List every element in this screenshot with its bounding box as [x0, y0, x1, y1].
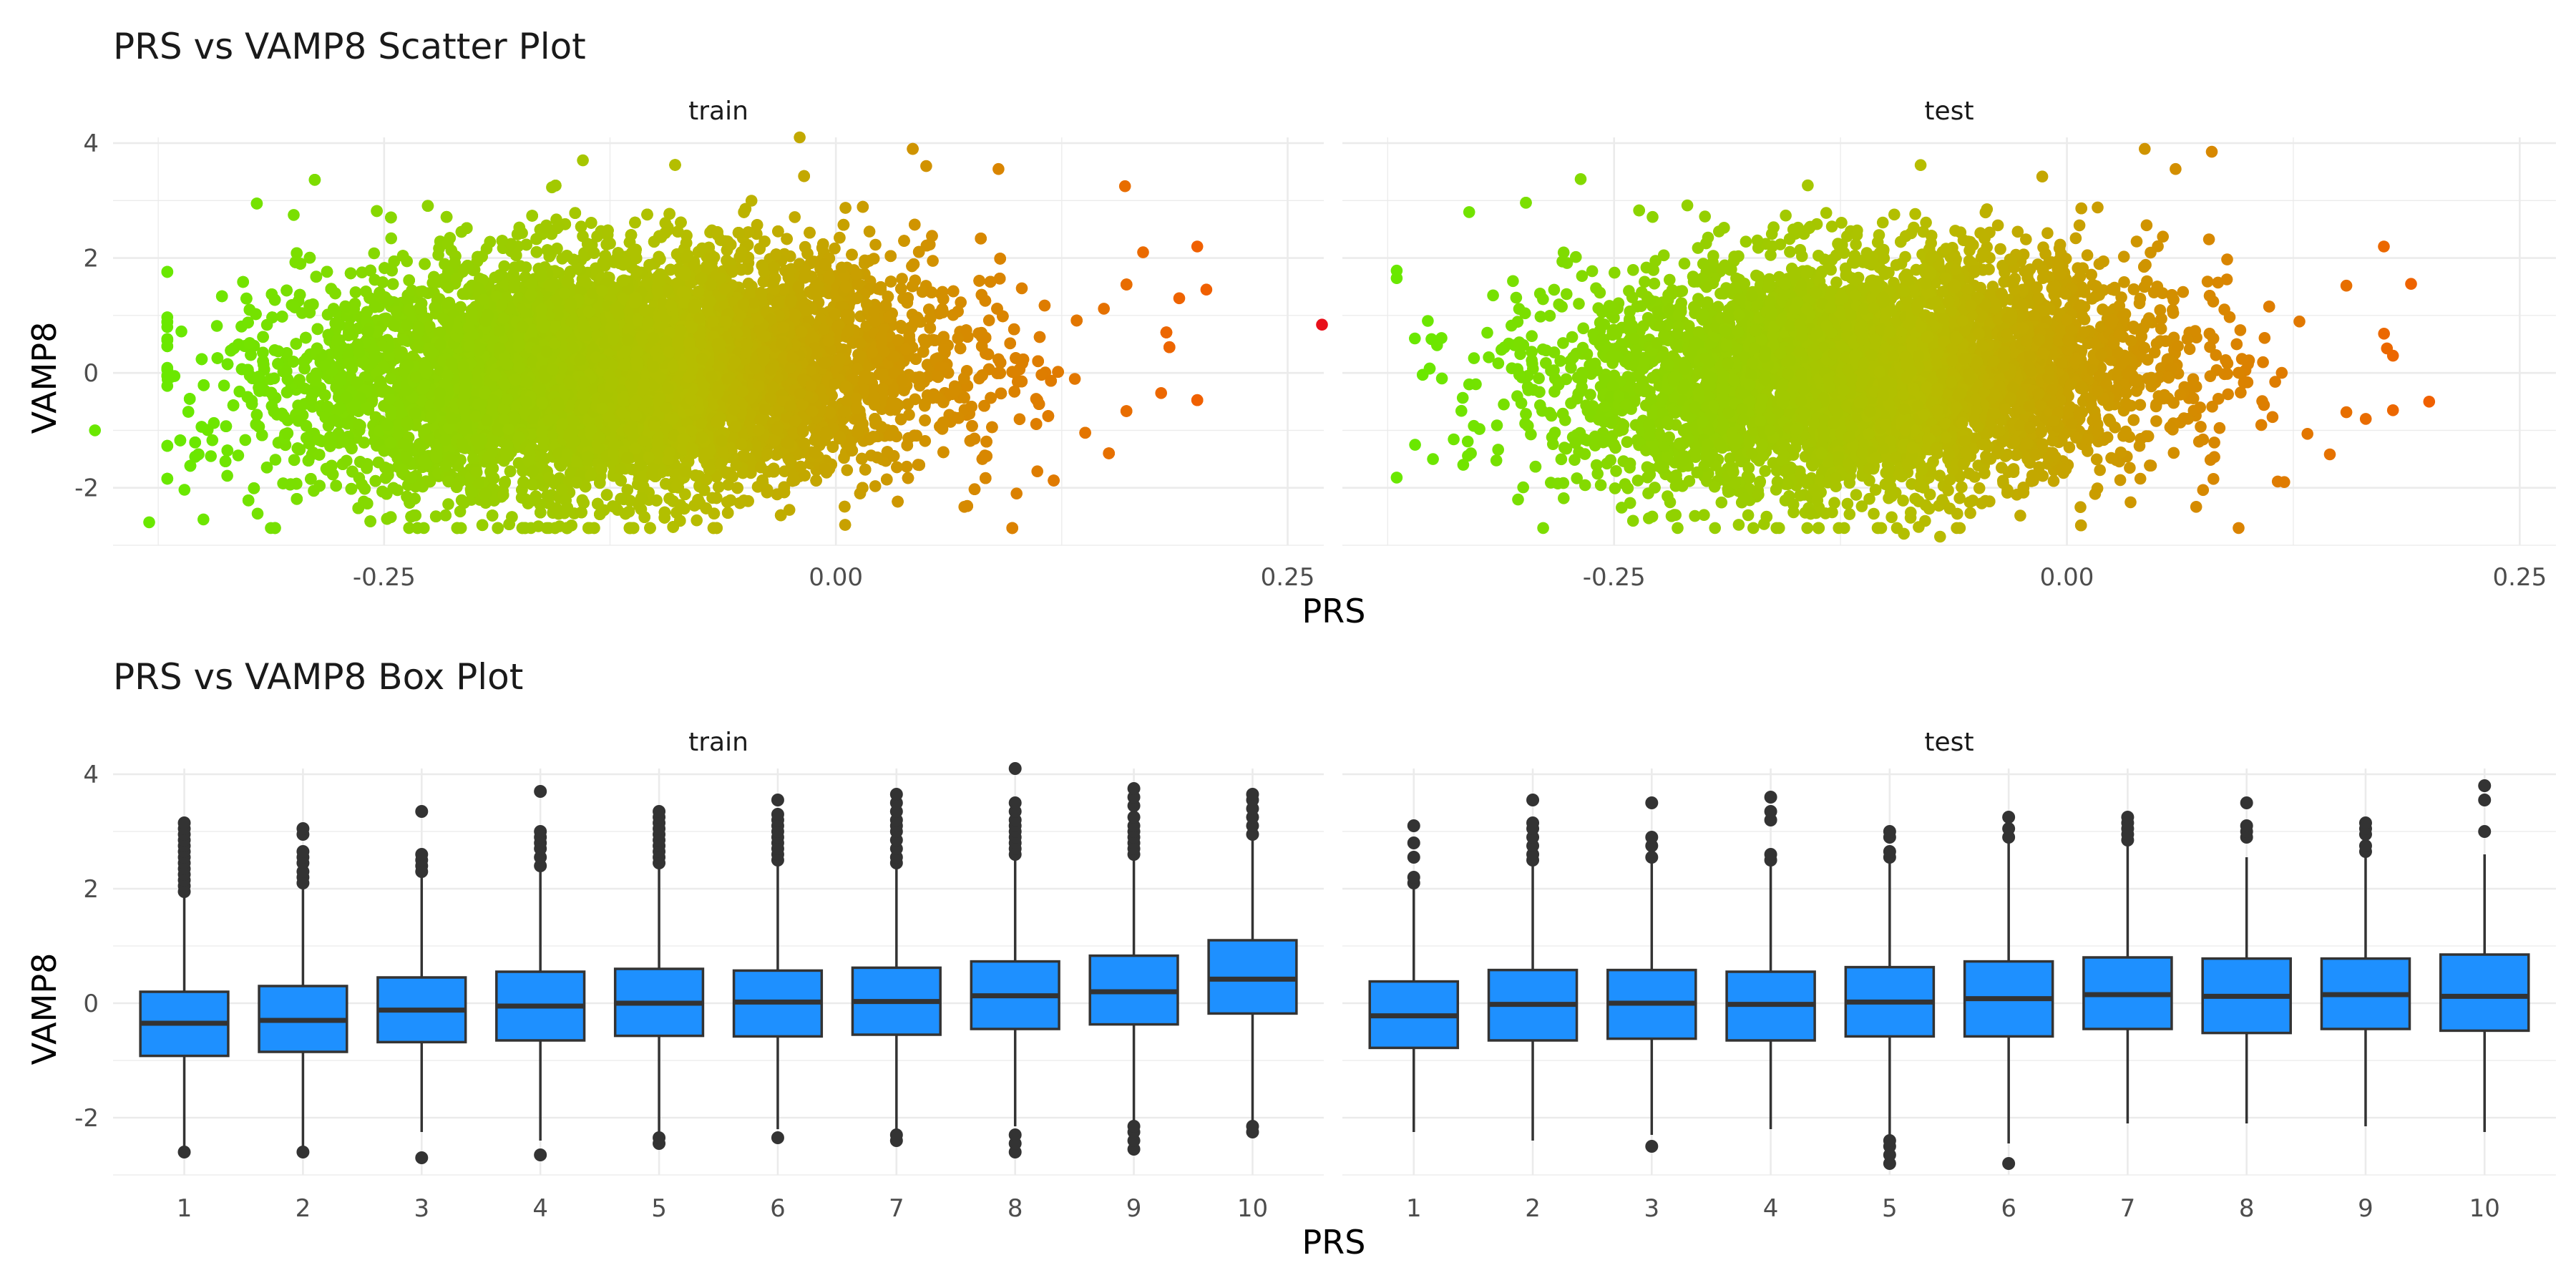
scatter-point	[239, 434, 252, 447]
scatter-point	[982, 314, 995, 327]
scatter-point	[218, 379, 230, 392]
scatter-point	[175, 325, 187, 338]
scatter-strip-test: test	[1924, 97, 1974, 126]
scatter-point	[869, 238, 882, 251]
scatter-chart: PRS vs VAMP8 Scatter Plot train test PRS…	[25, 26, 2556, 630]
scatter-point	[1098, 303, 1110, 315]
scatter-point	[178, 484, 191, 496]
scatter-point	[442, 498, 454, 510]
scatter-point	[205, 450, 218, 462]
scatter-point	[210, 320, 223, 332]
scatter-point	[1068, 373, 1081, 385]
scatter-point	[829, 242, 841, 255]
scatter-point	[368, 247, 381, 260]
scatter-point	[927, 255, 939, 267]
scatter-point	[269, 454, 282, 466]
scatter-point	[206, 434, 219, 447]
scatter-point	[232, 449, 245, 462]
scatter-point	[779, 465, 791, 477]
scatter-point	[863, 225, 876, 238]
scatter-point	[1013, 413, 1026, 426]
scatter-strip-train: train	[688, 97, 748, 126]
scatter-point	[349, 286, 362, 298]
scatter-point	[498, 260, 510, 273]
scatter-point	[691, 514, 703, 527]
scatter-point	[869, 480, 882, 492]
scatter-y-axis-title: VAMP8	[25, 322, 64, 434]
scatter-point	[955, 296, 967, 308]
scatter-point	[841, 464, 854, 477]
scatter-points-train	[89, 131, 1328, 535]
scatter-plot-title: PRS vs VAMP8 Scatter Plot	[113, 26, 586, 67]
scatter-point	[1031, 465, 1043, 477]
scatter-point	[221, 469, 233, 482]
scatter-point	[385, 232, 397, 245]
scatter-x-axis-title: PRS	[1302, 592, 1366, 630]
scatter-point	[789, 211, 801, 223]
scatter-point	[952, 306, 964, 318]
scatter-point	[1015, 282, 1028, 295]
